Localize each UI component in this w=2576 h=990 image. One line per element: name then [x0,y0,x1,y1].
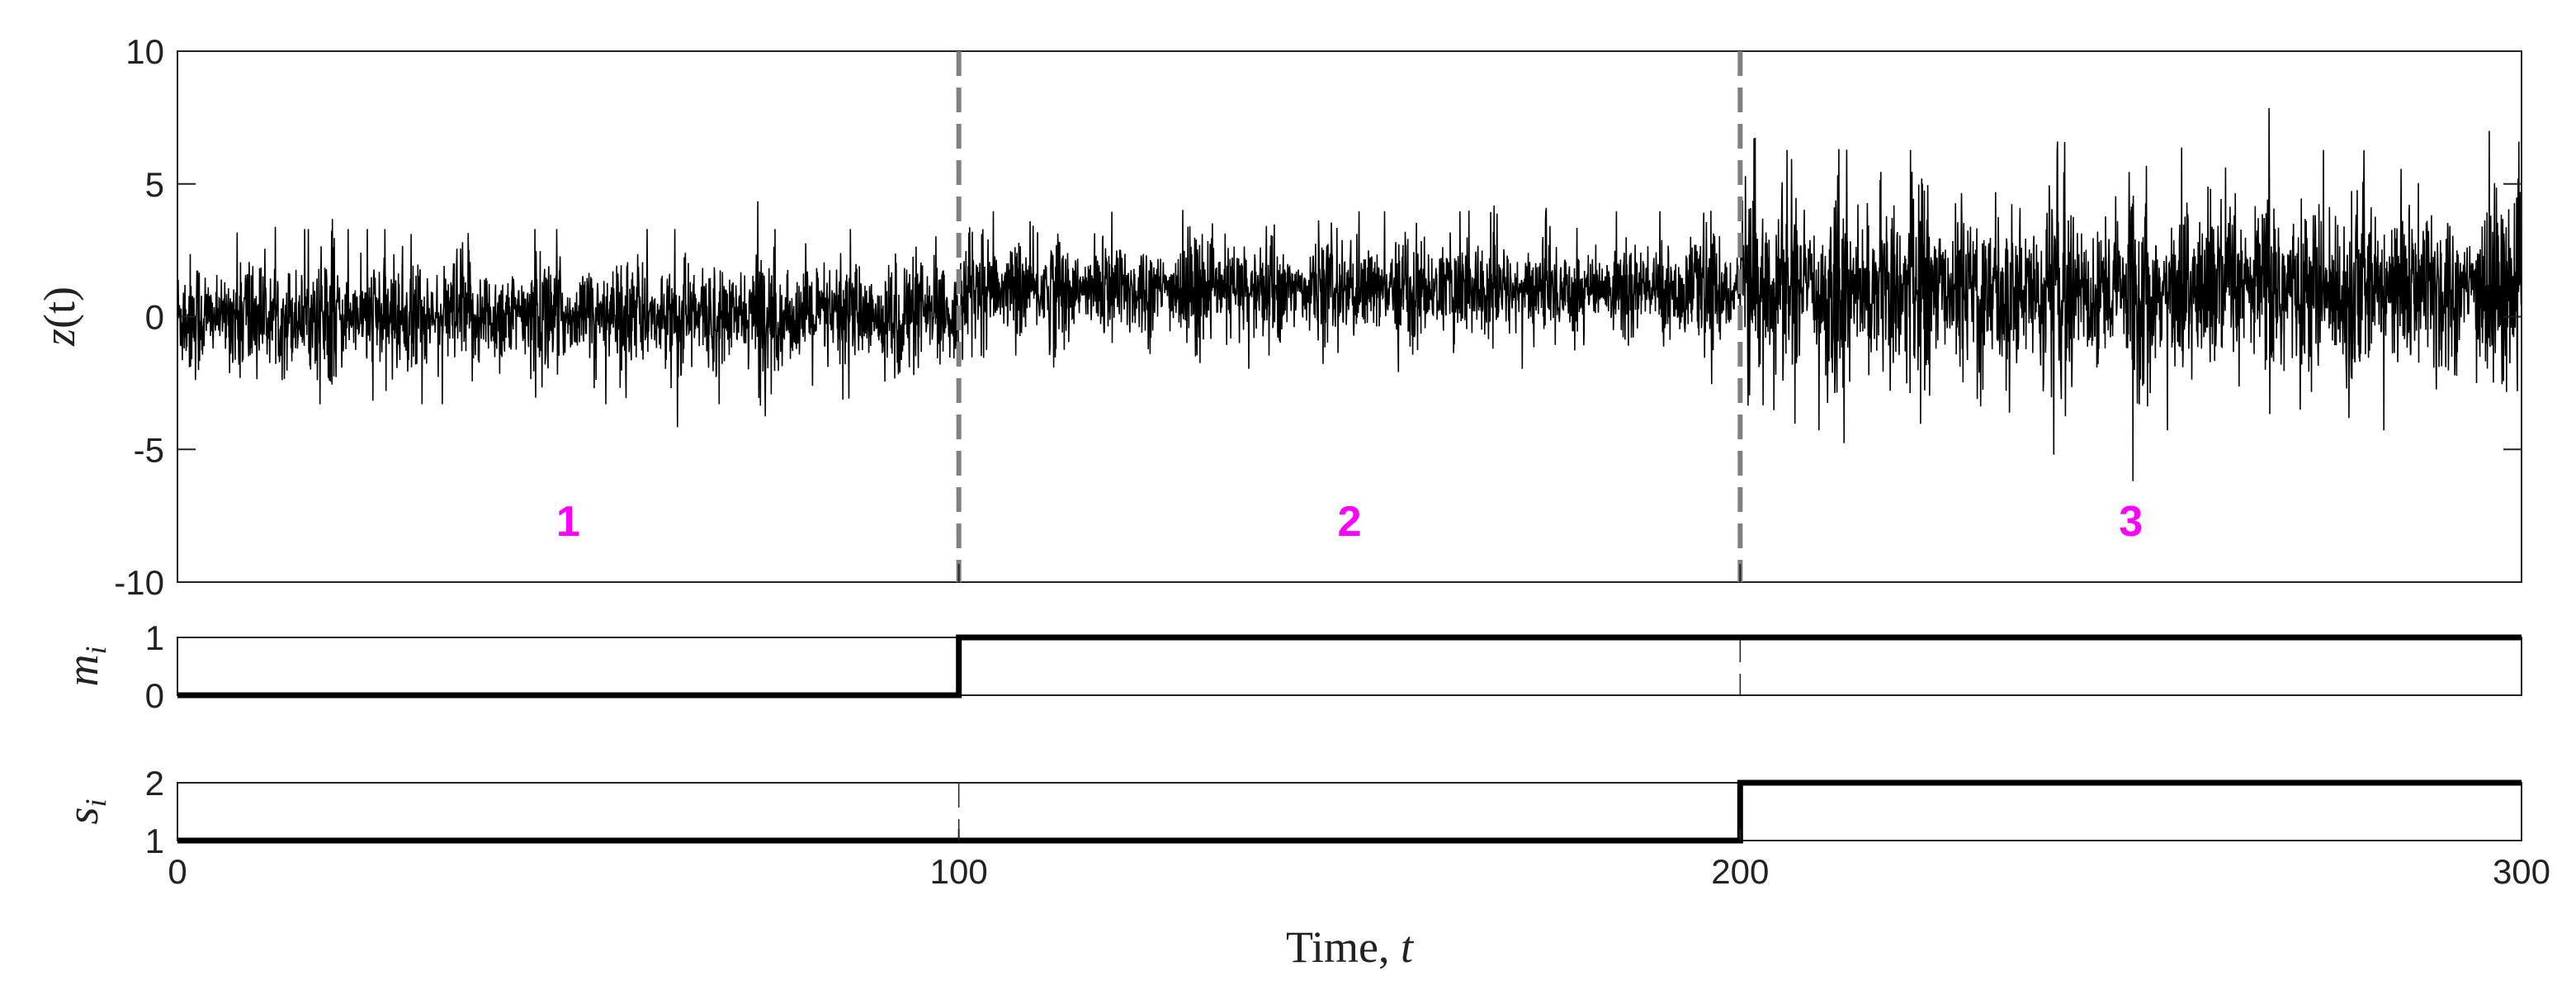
region-label-3: 3 [2119,498,2143,546]
s-ylabel: si [58,798,112,824]
region-label-1: 1 [556,498,580,546]
z-changepoints-group [956,51,1743,582]
m-ylabel-sub: i [79,646,112,654]
s-ylabel-main: s [58,808,107,825]
panel-z: -10 -5 0 5 10 1 2 3 z(t) [35,32,2522,602]
panel-m: 01 mi [58,618,2522,715]
m-series-group [177,634,2522,699]
z-ylabel: z(t) [35,287,84,347]
z-annotations-group: 1 2 3 [556,498,2143,546]
z-signal-group [177,107,2522,481]
z-ylabel-arg: (t) [35,287,84,329]
m-axes-box [177,637,2522,696]
region-label-2: 2 [1338,498,1362,546]
m-ytick-label-1: 1 [145,618,164,657]
z-signal-segment-3 [1739,107,2522,481]
x-axis-label-var: t [1401,922,1415,972]
s-ytick-label-0: 1 [145,822,164,860]
x-tick-label-0: 0 [168,852,187,891]
x-axis-label: Time, t [1286,922,1415,972]
x-tick-label-3: 300 [2493,852,2550,891]
s-axes-box [177,782,2522,841]
x-axis-label-text: Time, [1286,922,1401,972]
x-ticks-group: 0 100 200 300 [168,829,2550,891]
z-ytick-label-3: 5 [145,165,164,204]
z-ylabel-main: z [35,329,84,347]
z-signal-segment-2 [957,205,1742,385]
z-ytick-label-1: -5 [134,430,164,469]
m-step-line [177,634,2522,699]
z-ticks-group: -10 -5 0 5 10 [114,32,2522,602]
m-ytick-label-0: 0 [145,676,164,715]
s-ytick-label-1: 2 [145,764,164,803]
m-ylabel: mi [58,646,112,686]
s-ylabel-sub: i [79,798,112,807]
m-ticks-group: 01 [145,618,2522,715]
panel-s: 1 2 si 0 100 200 300 Time, t [58,764,2550,972]
x-tick-label-2: 200 [1711,852,1769,891]
z-signal-segment-1 [177,201,960,428]
z-ytick-label-4: 10 [125,32,164,71]
z-ytick-label-2: 0 [145,298,164,337]
z-ytick-label-0: -10 [114,563,164,602]
x-tick-label-1: 100 [930,852,988,891]
m-ylabel-main: m [58,655,107,687]
